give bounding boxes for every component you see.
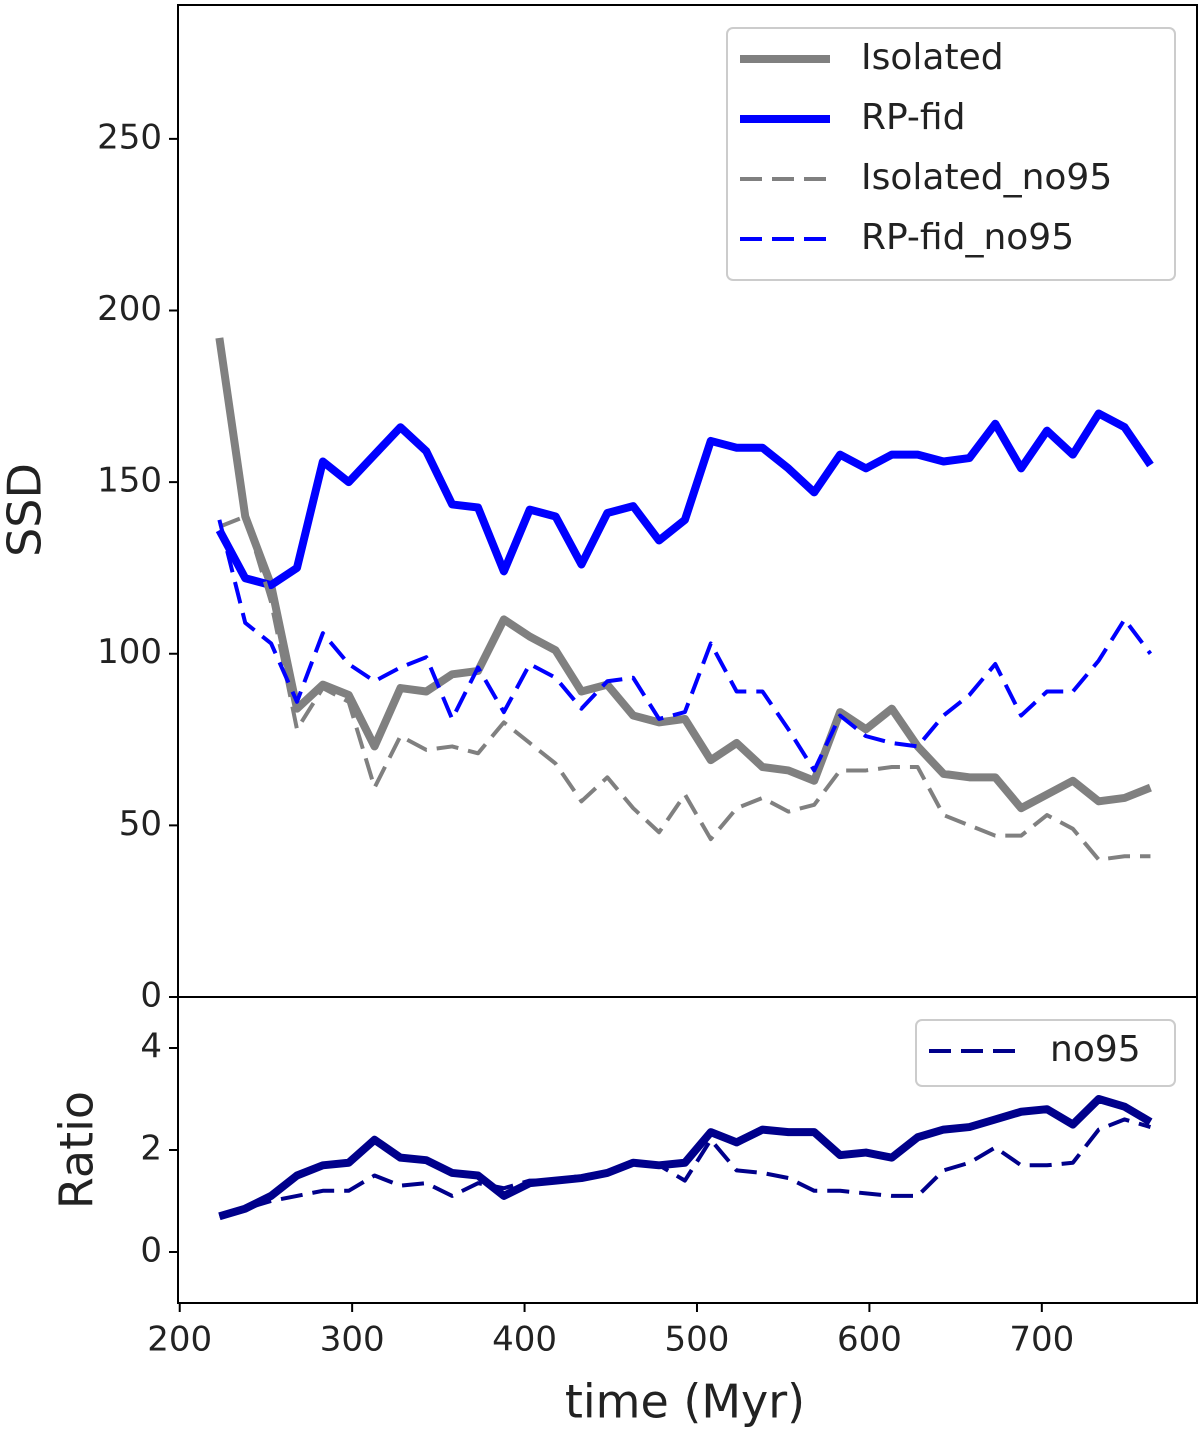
x-tick-label: 700 — [1009, 1320, 1074, 1360]
legend-box — [915, 1019, 1176, 1087]
axes-frame — [177, 996, 1198, 1304]
x-tick-label: 600 — [837, 1320, 902, 1360]
series-line — [218, 1095, 1153, 1221]
y-tick-label: 50 — [119, 804, 162, 844]
y-tick-label: 4 — [140, 1027, 162, 1067]
y-tick-label: 150 — [97, 461, 162, 501]
legend-label: Isolated — [861, 37, 1004, 78]
y-tick-label: 0 — [140, 1231, 162, 1271]
y-tick-label: 200 — [97, 289, 162, 329]
x-tick-label: 300 — [320, 1320, 385, 1360]
x-axis-label: time (Myr) — [565, 1375, 805, 1429]
x-tick-label: 500 — [665, 1320, 730, 1360]
series-line — [215, 337, 1152, 813]
y-tick-label: 2 — [140, 1129, 162, 1169]
series-line — [218, 514, 1151, 862]
legend-label: Isolated_no95 — [861, 157, 1112, 198]
y-tick-label: 0 — [140, 976, 162, 1016]
legend-label: RP-fid — [861, 97, 965, 138]
series-line — [218, 1117, 1152, 1219]
legend-box — [726, 27, 1176, 281]
y-axis-label: Ratio — [50, 1091, 104, 1209]
legend-label: RP-fid_no95 — [861, 217, 1074, 258]
series-line — [217, 519, 1153, 773]
y-tick-label: 250 — [97, 117, 162, 157]
x-tick-label: 200 — [147, 1320, 212, 1360]
y-axis-label: SSD — [0, 463, 52, 557]
legend-label: no95 — [1050, 1029, 1141, 1070]
x-tick-label: 400 — [492, 1320, 557, 1360]
series-line — [215, 409, 1154, 590]
y-tick-label: 100 — [97, 632, 162, 672]
